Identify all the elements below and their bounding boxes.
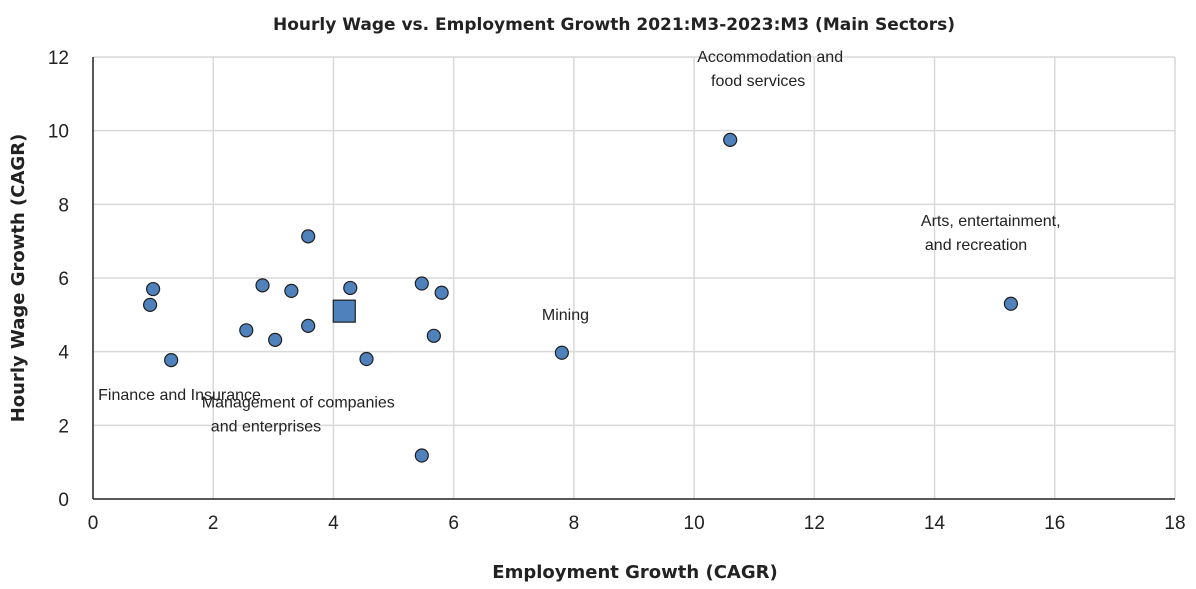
x-tick-label: 2 — [208, 513, 219, 534]
data-point — [164, 353, 179, 368]
x-tick-label: 6 — [448, 513, 459, 534]
gridlines — [93, 56, 1176, 499]
annotation-label: Mining — [542, 307, 589, 324]
x-tick-label: 4 — [328, 513, 339, 534]
annotation-line: and enterprises — [211, 419, 321, 436]
annotation-label: Finance and Insurance — [98, 387, 261, 404]
annotation-line: Management of companies — [202, 395, 395, 412]
annotation-line: Mining — [542, 307, 589, 324]
data-points — [143, 132, 1018, 463]
y-axis-title: Hourly Wage Growth (CAGR) — [8, 134, 29, 423]
y-tick-label: 2 — [58, 416, 69, 437]
y-tick-label: 4 — [58, 343, 69, 364]
x-tick-label: 10 — [684, 513, 705, 534]
data-point — [343, 280, 358, 296]
data-point — [723, 132, 738, 147]
data-point — [268, 332, 283, 347]
data-point — [239, 323, 254, 338]
annotation-label: Arts, entertainment, and recreation — [921, 213, 1061, 254]
data-point — [414, 448, 429, 463]
annotation-line: and recreation — [925, 237, 1027, 254]
data-point — [1003, 296, 1018, 311]
annotation-line: Accommodation and — [697, 49, 843, 66]
data-point — [414, 276, 429, 291]
x-tick-label: 14 — [924, 513, 946, 534]
axes — [92, 57, 1175, 500]
y-tick-label: 12 — [48, 48, 69, 69]
y-tick-label: 10 — [48, 122, 69, 143]
x-tick-label: 12 — [804, 513, 825, 534]
x-axis-title: Employment Growth (CAGR) — [492, 562, 777, 583]
x-tick-label: 8 — [569, 513, 580, 534]
data-point — [554, 345, 569, 360]
annotation-line: food services — [711, 73, 805, 90]
annotations: Accommodation and food services Arts, ente… — [98, 49, 1060, 436]
data-point — [426, 328, 441, 343]
data-point — [143, 297, 158, 312]
highlight-square-point — [332, 299, 356, 323]
data-point — [255, 278, 270, 293]
chart-title: Hourly Wage vs. Employment Growth 2021:M… — [273, 15, 955, 35]
data-point — [284, 283, 299, 298]
data-point — [434, 285, 449, 300]
data-point — [146, 281, 161, 297]
annotation-label: Management of companies and enterprises — [202, 395, 395, 436]
data-point — [359, 351, 374, 367]
annotation-label: Accommodation and food services — [697, 49, 843, 90]
data-point — [301, 229, 316, 244]
annotation-line: Arts, entertainment, — [921, 213, 1061, 230]
y-tick-label: 8 — [58, 195, 69, 216]
y-tick-label: 6 — [58, 269, 69, 290]
y-tick-label: 0 — [58, 490, 69, 511]
data-point — [301, 318, 316, 333]
x-tick-label: 0 — [88, 513, 99, 534]
x-tick-label: 18 — [1164, 513, 1185, 534]
tick-labels: 0 2 4 6 8 10 12 14 16 18 0 2 4 6 8 10 12 — [48, 48, 1186, 534]
x-tick-label: 16 — [1044, 513, 1065, 534]
annotation-line: Finance and Insurance — [98, 387, 261, 404]
